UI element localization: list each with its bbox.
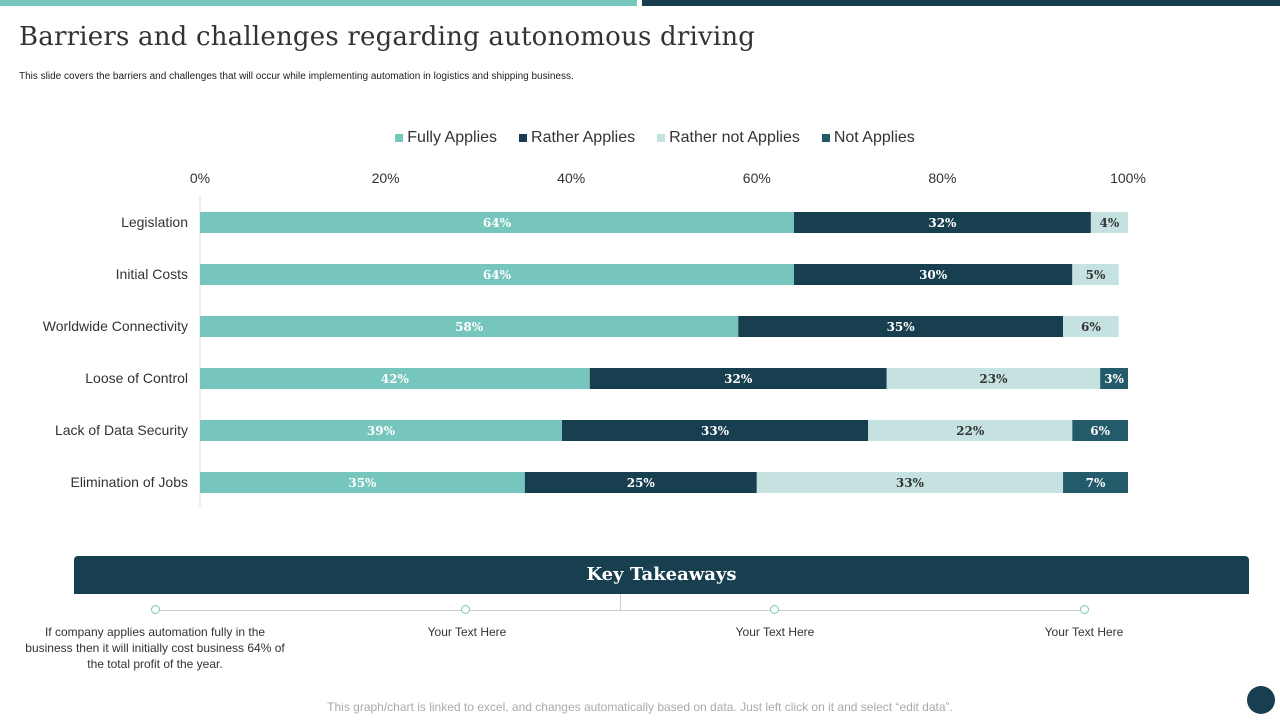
legend-label: Rather not Applies <box>669 129 800 146</box>
data-label: 22% <box>956 424 985 438</box>
legend-swatch <box>657 134 666 142</box>
bar-segment[interactable] <box>1100 368 1128 389</box>
bar-segment[interactable] <box>793 264 1073 285</box>
legend-label: Rather Applies <box>531 129 636 146</box>
bar-segment[interactable] <box>1072 420 1128 441</box>
bar-segment[interactable] <box>793 212 1091 233</box>
bar-segment[interactable] <box>1063 472 1128 493</box>
data-label: 25% <box>627 476 656 490</box>
stacked-bar-chart[interactable]: 0% 20% 40% 60% 80% 100% Legislation 64% 32% 4% Ini… <box>0 0 1280 520</box>
top-accent-bar-dark <box>642 0 1280 6</box>
category-label: Lack of Data Security <box>55 422 188 438</box>
category-label: Worldwide Connectivity <box>43 318 188 334</box>
timeline-dot <box>151 605 160 614</box>
bar-segment[interactable] <box>868 420 1073 441</box>
x-tick-label: 40% <box>557 170 585 186</box>
legend-item: Rather Applies <box>519 129 635 147</box>
timeline-dot <box>461 605 470 614</box>
bar-segment[interactable] <box>200 420 562 441</box>
legend-swatch <box>519 134 528 142</box>
decorative-circle <box>1247 686 1275 714</box>
data-label: 3% <box>1104 372 1124 386</box>
data-label: 32% <box>724 372 753 386</box>
category-label: Initial Costs <box>116 266 188 282</box>
timeline-connector <box>620 594 621 610</box>
key-takeaways-header: Key Takeaways <box>74 556 1249 594</box>
bar-segment[interactable] <box>589 368 887 389</box>
legend-swatch <box>395 134 404 142</box>
bar-segment[interactable] <box>886 368 1101 389</box>
bar-segment[interactable] <box>524 472 757 493</box>
data-label: 23% <box>979 372 1008 386</box>
timeline-dot <box>770 605 779 614</box>
bar-segment[interactable] <box>1072 264 1119 285</box>
bar-segment[interactable] <box>756 472 1064 493</box>
bar-segment[interactable] <box>200 368 590 389</box>
x-tick-label: 0% <box>190 170 210 186</box>
data-label: 30% <box>919 268 948 282</box>
bar-segment[interactable] <box>1090 212 1128 233</box>
data-label: 6% <box>1090 424 1110 438</box>
page-title: Barriers and challenges regarding autono… <box>19 22 756 52</box>
top-accent-bar <box>0 0 637 6</box>
data-label: 64% <box>483 216 512 230</box>
bar-segment[interactable] <box>200 212 794 233</box>
bar-segment[interactable] <box>200 316 739 337</box>
data-label: 39% <box>367 424 396 438</box>
data-label: 5% <box>1086 268 1106 282</box>
x-tick-label: 60% <box>743 170 771 186</box>
data-label: 7% <box>1086 476 1106 490</box>
x-tick-label: 20% <box>372 170 400 186</box>
data-label: 6% <box>1081 320 1101 334</box>
timeline-line <box>155 610 1084 611</box>
data-label: 4% <box>1100 216 1120 230</box>
footer-note: This graph/chart is linked to excel, and… <box>327 700 953 714</box>
takeaway-text: Your Text Here <box>1044 625 1124 639</box>
legend-item: Fully Applies <box>395 129 497 147</box>
category-label: Elimination of Jobs <box>70 474 188 490</box>
takeaway-text: If company applies automation fully in t… <box>25 625 285 671</box>
data-label: 32% <box>928 216 957 230</box>
category-label: Legislation <box>121 214 188 230</box>
data-label: 33% <box>701 424 730 438</box>
chart-legend: Fully Applies Rather Applies Rather not Ap… <box>0 129 1280 147</box>
legend-item: Rather not Applies <box>657 129 800 147</box>
bar-segment[interactable] <box>200 264 794 285</box>
category-label: Loose of Control <box>85 370 188 386</box>
page-subtitle: This slide covers the barriers and chall… <box>19 71 574 82</box>
legend-item: Not Applies <box>821 129 915 147</box>
data-label: 33% <box>896 476 925 490</box>
data-label: 58% <box>455 320 484 334</box>
legend-label: Fully Applies <box>407 129 498 146</box>
x-tick-label: 100% <box>1110 170 1146 186</box>
bar-segment[interactable] <box>738 316 1064 337</box>
data-label: 35% <box>887 320 916 334</box>
data-label: 64% <box>483 268 512 282</box>
bar-segment[interactable] <box>1063 316 1119 337</box>
data-label: 42% <box>381 372 410 386</box>
timeline-dot <box>1080 605 1089 614</box>
takeaway-text: Your Text Here <box>427 625 507 639</box>
takeaway-text: Your Text Here <box>735 625 815 639</box>
bar-segment[interactable] <box>200 472 525 493</box>
legend-label: Not Applies <box>833 129 915 146</box>
bar-segment[interactable] <box>561 420 869 441</box>
legend-swatch <box>821 134 830 142</box>
data-label: 35% <box>348 476 377 490</box>
x-tick-label: 80% <box>928 170 956 186</box>
